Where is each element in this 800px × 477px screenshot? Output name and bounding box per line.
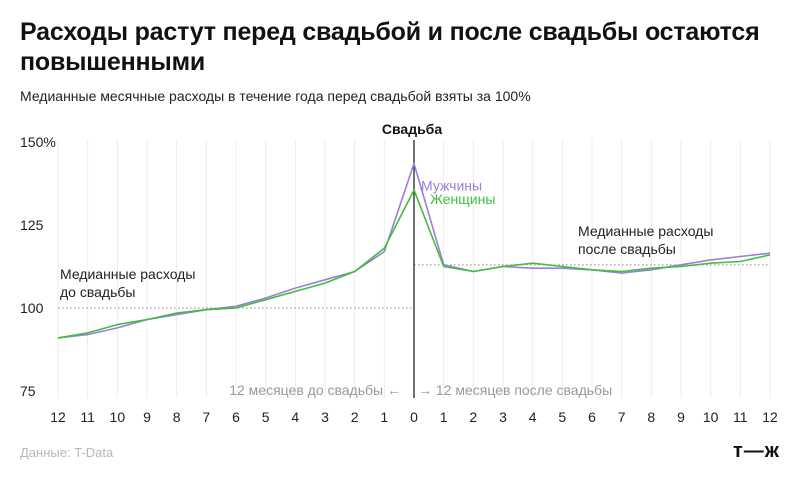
x-tick-label: 1 [380,409,388,425]
y-tick-label: 100 [20,300,44,316]
reference-line-label: Медианные расходы [60,266,195,282]
x-tick-label: 5 [558,409,566,425]
x-tick-label: 7 [618,409,626,425]
x-tick-label: 4 [529,409,537,425]
series-line [57,162,771,339]
x-tick-label: 12 [50,409,66,425]
x-tick-label: 3 [321,409,329,425]
x-tick-label: 10 [703,409,719,425]
event-label: Свадьба [382,121,442,137]
x-tick-label: 5 [262,409,270,425]
x-tick-label: 4 [291,409,299,425]
x-tick-label: 12 [762,409,778,425]
reference-line-label: до свадьбы [60,284,135,300]
x-tick-label: 11 [80,409,95,425]
x-tick-label: 2 [351,409,359,425]
x-tick-label: 2 [469,409,477,425]
x-tick-label: 3 [499,409,507,425]
y-tick-label: 75 [20,383,36,399]
x-tick-label: 8 [647,409,655,425]
series-label: Женщины [430,191,495,207]
brand-logo: т—ж [733,440,780,462]
x-tick-label: 6 [588,409,596,425]
x-tick-label: 10 [110,409,126,425]
x-tick-label: 0 [410,409,418,425]
x-tick-label: 11 [733,409,748,425]
x-tick-label: 1 [440,409,448,425]
x-tick-label: 9 [677,409,685,425]
period-after-label: → 12 месяцев после свадьбы [418,382,612,398]
series-line [57,189,771,339]
y-tick-label: 125 [20,217,44,233]
x-tick-label: 6 [232,409,240,425]
reference-line-label: Медианные расходы [578,223,713,239]
x-tick-label: 9 [143,409,151,425]
period-before-label: 12 месяцев до свадьбы ← [229,382,401,398]
chart-subtitle: Медианные месячные расходы в течение год… [20,88,531,104]
chart-title: Расходы растут перед свадьбой и после св… [20,18,760,76]
series-label: Мужчины [421,178,482,194]
reference-line-label: после свадьбы [578,241,676,257]
x-tick-label: 7 [202,409,210,425]
x-tick-label: 8 [173,409,181,425]
data-source: Данные: T-Data [20,445,114,460]
y-tick-label: 150% [20,134,56,150]
